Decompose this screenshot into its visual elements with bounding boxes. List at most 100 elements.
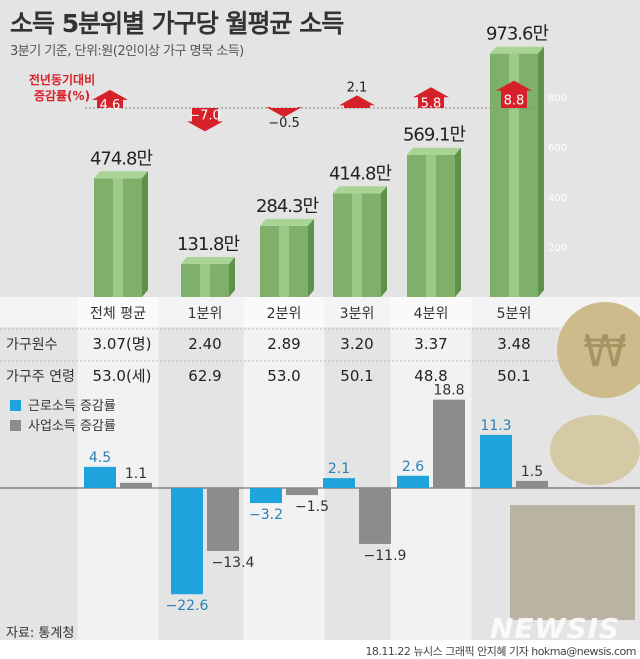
category-label: 3분위 xyxy=(340,306,375,322)
yoy-value: 2.1 xyxy=(347,80,368,95)
value-label: 569.1만 xyxy=(403,125,466,146)
yoy-value: 8.8 xyxy=(504,93,525,108)
bar-value-label: 4.5 xyxy=(89,450,111,466)
bar-value-label: 1.5 xyxy=(521,464,543,480)
bar-top xyxy=(407,147,461,155)
bar-side xyxy=(538,46,544,297)
table-cell: 50.1 xyxy=(340,367,373,385)
row-label: 가구주 연령 xyxy=(6,369,75,385)
bar-top xyxy=(94,171,148,179)
yoy-value: −7.0 xyxy=(189,109,221,124)
bar-value-label: 2.6 xyxy=(402,459,424,475)
footer-bar xyxy=(0,640,640,659)
bar-value-label: −1.5 xyxy=(295,499,329,515)
yoy-down-arrow xyxy=(266,107,302,118)
value-label: 131.8만 xyxy=(177,234,240,255)
bar-top xyxy=(333,186,387,194)
column-band xyxy=(243,297,325,640)
money-stack-icon xyxy=(510,505,635,620)
y-tick-label: 800 xyxy=(548,93,567,104)
category-label: 2분위 xyxy=(267,306,302,322)
table-cell: 53.0 xyxy=(267,367,300,385)
bar-top xyxy=(260,218,314,226)
subtitle: 3분기 기준, 단위:원(2인이상 가구 명목 소득) xyxy=(10,44,244,59)
row-label: 가구원수 xyxy=(6,337,58,353)
business-bar xyxy=(207,488,239,551)
piggy-bank-icon xyxy=(550,415,640,485)
labor-bar xyxy=(84,466,116,488)
legend-swatch xyxy=(10,400,21,411)
table-cell: 3.48 xyxy=(497,335,530,353)
yoy-up-arrow xyxy=(92,89,128,108)
yoy-value: 4.6 xyxy=(100,98,121,113)
bar-value-label: −13.4 xyxy=(212,555,255,571)
category-label: 전체 평균 xyxy=(90,306,146,322)
y-tick-label: 400 xyxy=(548,193,567,204)
bar-value-label: −22.6 xyxy=(166,598,209,614)
business-bar xyxy=(120,482,152,488)
business-bar xyxy=(516,480,548,488)
bar-top xyxy=(181,257,235,265)
bar-band xyxy=(279,225,289,297)
credit-line: 18.11.22 뉴시스 그래픽 안지혜 기자 hokma@newsis.com xyxy=(365,645,636,658)
table-cell: 53.0(세) xyxy=(93,367,152,385)
bar-value-label: 1.1 xyxy=(125,466,147,482)
coin-icon xyxy=(557,302,640,398)
table-cell: 2.40 xyxy=(188,335,221,353)
labor-bar xyxy=(171,488,203,595)
won-symbol-icon: ₩ xyxy=(583,326,627,377)
bar-value-label: −11.9 xyxy=(364,548,407,564)
bar-band xyxy=(200,264,210,297)
table-cell: 48.8 xyxy=(414,367,447,385)
bar-value-label: −3.2 xyxy=(249,507,283,523)
bar-side xyxy=(455,147,461,297)
category-label: 5분위 xyxy=(497,306,532,322)
business-bar xyxy=(359,488,391,544)
business-bar xyxy=(286,488,318,496)
bar-value-label: 11.3 xyxy=(480,418,511,434)
table-cell: 3.37 xyxy=(414,335,447,353)
table-cell: 62.9 xyxy=(188,367,221,385)
yoy-value: 5.8 xyxy=(421,97,442,112)
bar-value-label: 18.8 xyxy=(433,383,464,399)
legend-label: 사업소득 증감률 xyxy=(28,419,116,434)
table-cell: 50.1 xyxy=(497,367,530,385)
page-title: 소득 5분위별 가구당 월평균 소득 xyxy=(10,9,344,38)
bar-band xyxy=(113,178,123,297)
bar-band xyxy=(509,53,519,297)
newsis-logo: NEWSIS xyxy=(490,612,621,645)
yoy-up-arrow xyxy=(339,95,375,108)
labor-bar xyxy=(323,478,355,488)
category-label: 4분위 xyxy=(414,306,449,322)
table-cell: 2.89 xyxy=(267,335,300,353)
bar-side xyxy=(308,218,314,297)
table-cell: 3.07(명) xyxy=(93,335,152,353)
legend-label: 근로소득 증감률 xyxy=(28,399,116,414)
category-label: 1분위 xyxy=(188,306,223,322)
bar-band xyxy=(426,154,436,297)
category-row-bg xyxy=(0,297,640,327)
business-bar xyxy=(433,399,465,488)
value-label: 973.6만 xyxy=(486,24,549,45)
yoy-up-arrow xyxy=(496,80,532,108)
labor-bar xyxy=(480,434,512,488)
labor-bar xyxy=(397,475,429,488)
value-label: 474.8만 xyxy=(90,148,153,169)
table-cell: 3.20 xyxy=(340,335,373,353)
yoy-legend-line2: 증감률(%) xyxy=(34,88,90,103)
yoy-down-arrow xyxy=(187,108,223,132)
bar-side xyxy=(229,257,235,297)
yoy-value: −0.5 xyxy=(268,116,300,131)
yoy-up-arrow xyxy=(413,87,449,108)
bar-value-label: 2.1 xyxy=(328,461,350,477)
y-tick-label: 200 xyxy=(548,243,567,254)
bar-band xyxy=(352,193,362,297)
bar-side xyxy=(381,186,387,297)
labor-bar xyxy=(250,488,282,504)
yoy-legend-line1: 전년동기대비 xyxy=(29,72,95,87)
bar-side xyxy=(142,171,148,297)
value-label: 284.3만 xyxy=(256,196,319,217)
source-note: 자료: 통계청 xyxy=(6,626,75,641)
